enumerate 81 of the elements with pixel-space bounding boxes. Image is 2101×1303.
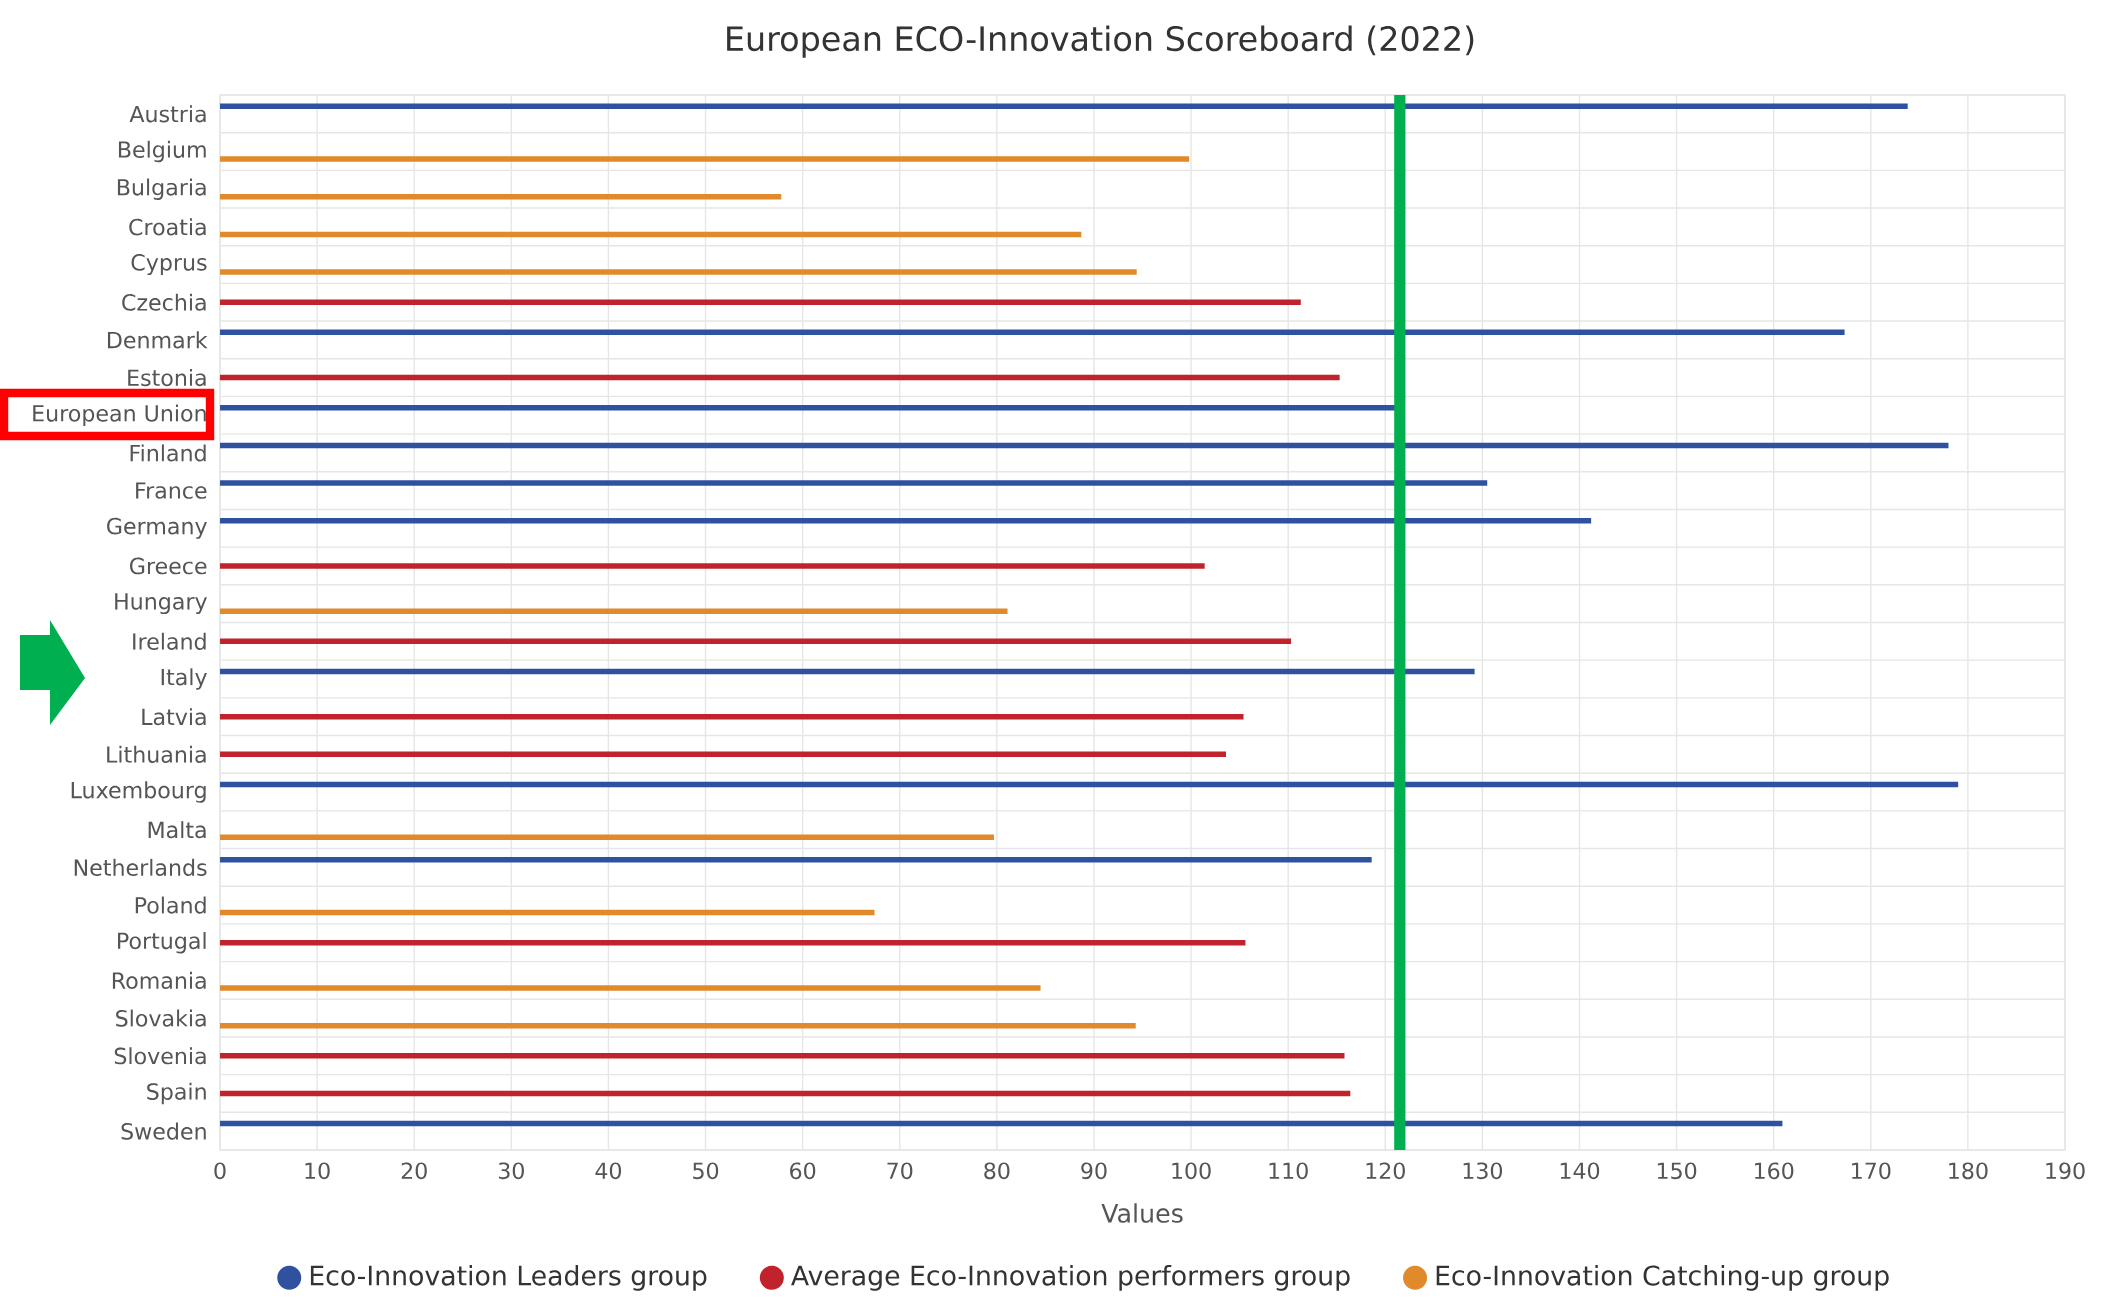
x-tick-label: 100 (1172, 1162, 1211, 1180)
y-tick-label: Belgium (118, 140, 206, 163)
x-tick-label: 20 (401, 1162, 427, 1180)
y-tick-label: Czechia (122, 293, 206, 311)
x-tick-label: 160 (1754, 1162, 1794, 1180)
bar (220, 231, 1082, 238)
y-tick-label: Luxembourg (71, 781, 206, 803)
y-tick-label: Denmark (107, 331, 208, 349)
bar (220, 103, 1908, 110)
bar (220, 329, 1845, 336)
bar (220, 834, 994, 841)
bar (220, 857, 1372, 863)
x-tick-label: 40 (595, 1162, 622, 1180)
y-tick-label: Ireland (133, 632, 206, 650)
chart-title: European ECO-Innovation Scoreboard (2022) (727, 25, 1474, 58)
bar (220, 299, 1301, 305)
bar (220, 404, 1396, 411)
y-tick-label: Sweden (121, 1122, 206, 1140)
y-tick-label: Austria (129, 105, 206, 123)
legend-label: Average Eco-Innovation performers group (791, 1265, 1350, 1291)
y-tick-label: Romania (112, 971, 206, 990)
y-tick-label: Croatia (129, 218, 206, 236)
y-tick-label: European Union (33, 404, 206, 427)
y-tick-label: Latvia (142, 708, 206, 726)
x-tick-label: 80 (984, 1162, 1010, 1180)
x-tick-label: 10 (305, 1162, 330, 1180)
x-tick-label: 70 (887, 1162, 913, 1180)
y-tick-label: Germany (107, 517, 207, 539)
bar (220, 1053, 1345, 1059)
bar (220, 608, 1008, 614)
x-axis-title: Values (1101, 1203, 1183, 1223)
bar (220, 751, 1227, 758)
bar (220, 156, 1190, 162)
x-tick-label: 120 (1366, 1162, 1405, 1180)
bar (220, 781, 1959, 788)
bar (220, 193, 782, 200)
y-tick-label: Portugal (118, 932, 206, 954)
bar (220, 713, 1244, 720)
bar (220, 269, 1137, 275)
y-tick-label: Estonia (128, 369, 206, 387)
y-tick-label: Cyprus (131, 254, 207, 276)
y-tick-label: Finland (130, 444, 206, 462)
x-tick-label: 180 (1949, 1162, 1988, 1180)
bar (220, 442, 1949, 449)
y-tick-label: Lithuania (107, 745, 206, 763)
y-tick-label: Malta (148, 821, 206, 839)
bar (220, 1120, 1783, 1127)
y-tick-label: France (136, 482, 207, 499)
x-tick-label: 140 (1560, 1162, 1600, 1180)
y-tick-label: Hungary (115, 593, 207, 615)
x-tick-label: 30 (498, 1162, 524, 1180)
bar (220, 480, 1488, 486)
bar (220, 1090, 1351, 1097)
y-tick-label: Greece (130, 557, 207, 575)
y-tick-label: Poland (135, 896, 206, 914)
x-tick-label: 150 (1657, 1162, 1697, 1180)
y-tick-label: Netherlands (74, 858, 207, 876)
x-tick-label: 190 (2046, 1162, 2085, 1180)
y-tick-label: Slovakia (116, 1009, 206, 1027)
x-tick-label: 130 (1463, 1162, 1503, 1180)
legend-label: Eco-Innovation Catching-up group (1436, 1265, 1889, 1291)
x-tick-label: 60 (790, 1162, 816, 1180)
bar (220, 940, 1246, 946)
legend-label: Eco-Innovation Leaders group (310, 1265, 707, 1291)
bar (220, 374, 1340, 381)
x-tick-label: 0 (214, 1162, 226, 1180)
y-tick-label: Spain (147, 1082, 206, 1105)
y-tick-label: Slovenia (114, 1047, 206, 1065)
y-tick-label: Italy (161, 668, 207, 690)
bar (220, 668, 1475, 675)
x-tick-label: 110 (1269, 1162, 1308, 1180)
bar (220, 518, 1592, 524)
bar (220, 985, 1041, 991)
y-tick-label: Bulgaria (117, 178, 206, 200)
bar (220, 638, 1292, 645)
x-tick-label: 90 (1081, 1162, 1107, 1180)
bar (220, 1022, 1136, 1029)
bar (220, 909, 875, 916)
x-tick-label: 50 (693, 1162, 719, 1180)
bar (220, 563, 1205, 569)
x-tick-label: 170 (1852, 1162, 1891, 1180)
